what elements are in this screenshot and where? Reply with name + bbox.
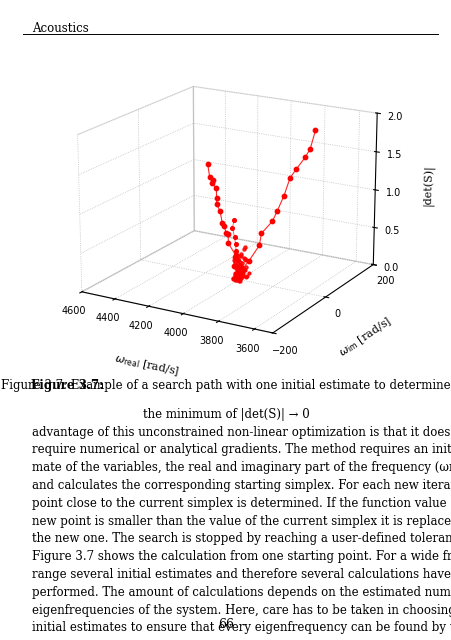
Text: Figure 3.7:: Figure 3.7:	[31, 379, 103, 392]
X-axis label: $\omega_{\mathrm{real}}$ [rad/s]: $\omega_{\mathrm{real}}$ [rad/s]	[113, 351, 181, 379]
Text: Acoustics: Acoustics	[32, 22, 88, 35]
Text: the minimum of |det(S)| → 0: the minimum of |det(S)| → 0	[143, 408, 308, 421]
Y-axis label: $\omega_{\mathrm{im}}$ [rad/s]: $\omega_{\mathrm{im}}$ [rad/s]	[336, 314, 394, 360]
Text: 66: 66	[217, 618, 234, 630]
Text: Figure 3.7: Example of a search path with one initial estimate to determine: Figure 3.7: Example of a search path wit…	[1, 379, 450, 392]
Text: advantage of this unconstrained non-linear optimization is that it does not
requ: advantage of this unconstrained non-line…	[32, 426, 451, 634]
